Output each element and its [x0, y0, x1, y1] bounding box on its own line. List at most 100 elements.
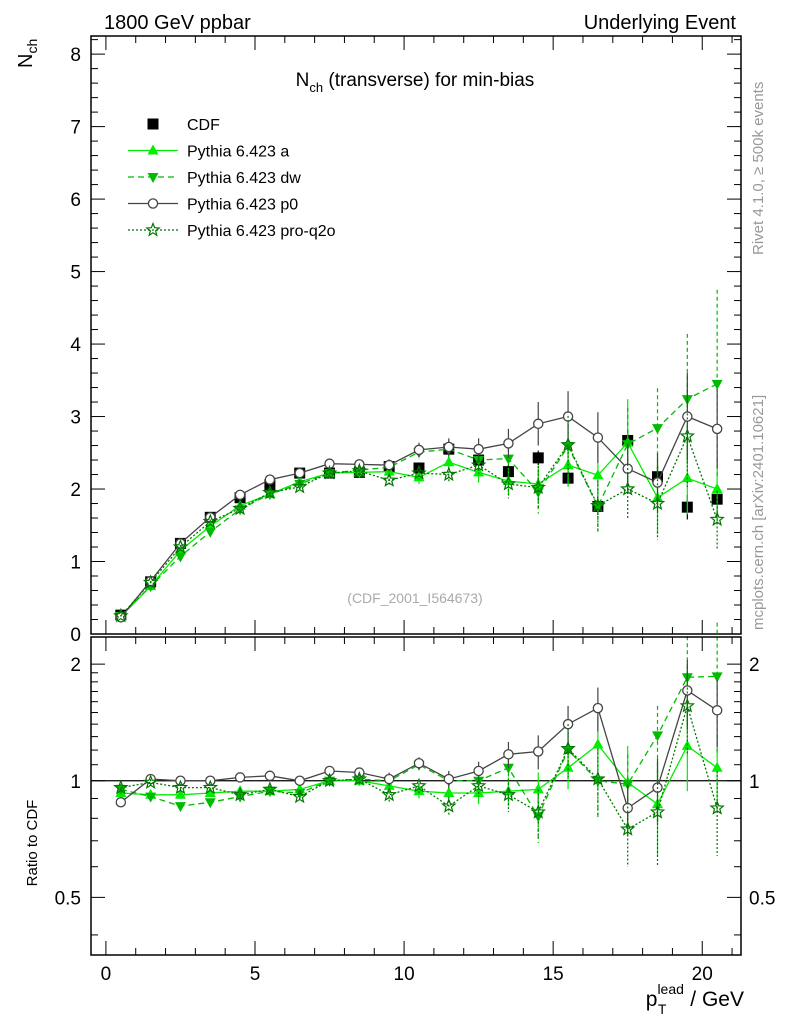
ratio-point — [443, 786, 455, 797]
main-point — [560, 436, 576, 452]
legend-marker — [147, 118, 159, 130]
ratio-point — [590, 770, 606, 786]
ratio-point — [202, 779, 219, 795]
main-point — [652, 477, 663, 488]
ratio-y-tick-label-left: 2 — [70, 655, 81, 676]
ratio-point — [113, 779, 129, 795]
ratio-point — [560, 740, 576, 756]
analysis-watermark: (CDF_2001_I564673) — [347, 590, 482, 606]
main-point — [682, 411, 693, 422]
main-axis-ticks: 0 1 2 3 4 5 6 7 8 — [70, 36, 741, 646]
ratio-point — [679, 697, 696, 713]
legend-label: Pythia 6.423 pro-q2o — [187, 223, 336, 240]
ratio-point — [413, 757, 425, 769]
main-series-3 — [115, 373, 723, 623]
main-point — [711, 423, 723, 435]
main-point — [413, 444, 425, 456]
main-point — [530, 479, 547, 495]
y-tick-label: 2 — [70, 480, 81, 501]
ratio-point — [142, 774, 159, 790]
ratio-point — [500, 786, 517, 802]
x-axis-label-sup: lead — [657, 981, 683, 997]
main-point — [709, 511, 725, 527]
main-point — [592, 432, 604, 443]
ratio-point — [473, 765, 484, 777]
ratio-point — [291, 788, 308, 804]
ratio-point — [619, 821, 636, 836]
x-tick-label: 10 — [394, 964, 415, 985]
y-tick-label: 7 — [70, 118, 81, 139]
y-tick-label: 1 — [70, 553, 81, 574]
main-point — [711, 483, 723, 494]
ratio-point — [383, 773, 395, 785]
y-axis-label-main-sub: ch — [24, 39, 40, 54]
main-point — [443, 456, 455, 467]
legend-label: CDF — [187, 117, 220, 134]
main-point — [113, 607, 129, 623]
x-tick-label: 15 — [543, 964, 564, 985]
ratio-point — [234, 772, 246, 783]
x-tick-label: 5 — [250, 964, 261, 985]
header-right: Underlying Event — [584, 12, 737, 34]
ratio-plot-frame — [90, 636, 742, 956]
ratio-y-tick-label-left: 0.5 — [55, 888, 81, 909]
ratio-point — [532, 783, 544, 794]
main-point — [473, 443, 484, 455]
ratio-point — [592, 738, 604, 749]
main-series-4 — [113, 385, 725, 623]
legend-item-3: Pythia 6.423 p0 — [128, 197, 298, 214]
legend-marker — [147, 198, 159, 209]
ratio-point — [381, 786, 397, 802]
ratio-point — [502, 763, 514, 774]
ratio-y-tick-label-right: 2 — [749, 655, 760, 676]
ratio-point — [411, 777, 427, 793]
main-point — [234, 489, 246, 501]
main-point — [649, 495, 666, 511]
header-left: 1800 GeV ppbar — [104, 12, 251, 34]
x-axis-label: plead T / GeV — [646, 981, 744, 1017]
main-data-series — [113, 289, 725, 623]
ratio-point — [232, 786, 248, 802]
ratio-point — [709, 799, 725, 815]
y-tick-label: 3 — [70, 408, 81, 429]
main-point — [381, 472, 397, 487]
main-point — [503, 438, 514, 449]
rivet-version-text: Rivet 4.1.0, ≥ 500k events — [750, 82, 767, 255]
main-point — [592, 502, 604, 513]
main-point — [441, 466, 457, 482]
main-point — [174, 552, 186, 563]
legend-label: Pythia 6.423 dw — [187, 170, 301, 187]
ratio-point — [145, 792, 157, 803]
legend-label: Pythia 6.423 a — [187, 144, 289, 161]
main-plot-frame — [90, 35, 742, 635]
main-point — [592, 469, 604, 480]
mcplots-text: mcplots.cern.ch [arXiv:2401.10621] — [750, 395, 767, 630]
plot-title-main: N — [296, 70, 310, 91]
main-point — [679, 427, 696, 443]
y-tick-label: 8 — [70, 45, 81, 66]
legend-label: Pythia 6.423 p0 — [187, 197, 298, 214]
main-series-1 — [115, 399, 723, 621]
ratio-series-3 — [113, 667, 725, 867]
ratio-point — [470, 777, 487, 793]
main-point — [264, 474, 276, 485]
ratio-panel: 0.5 0.51 12 20 5 10 15 20 — [55, 622, 775, 985]
ratio-point — [711, 672, 723, 683]
plot-title: Nch (transverse) for min-bias — [296, 70, 535, 95]
ratio-point — [351, 770, 368, 786]
main-point — [532, 452, 544, 464]
plot-title-rest: (transverse) for min-bias — [323, 70, 534, 91]
main-panel: 0 1 2 3 4 5 6 7 8 — [70, 35, 742, 646]
ratio-y-tick-label-right: 1 — [749, 772, 760, 793]
ratio-series-line — [120, 675, 718, 818]
main-point — [652, 424, 664, 435]
ratio-point — [711, 705, 723, 716]
ratio-point — [204, 786, 216, 797]
main-point — [411, 464, 427, 480]
main-point — [262, 484, 278, 500]
ratio-point — [115, 797, 127, 808]
legend-marker — [147, 173, 159, 183]
ratio-point — [649, 803, 666, 819]
y-tick-label: 6 — [70, 190, 81, 211]
ratio-point — [321, 772, 338, 788]
